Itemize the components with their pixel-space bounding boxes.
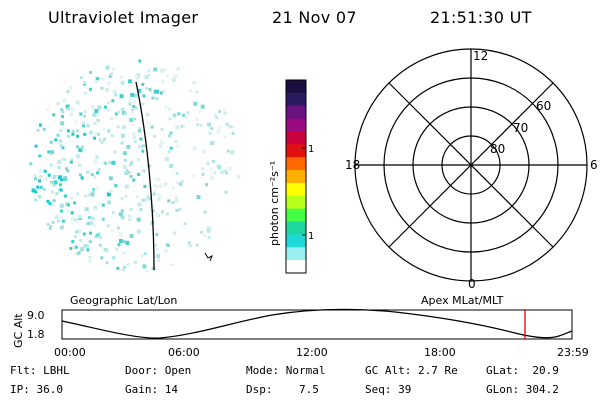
status-seq: Seq: 39: [365, 383, 412, 396]
altitude-panel: GC Alt 9.0 1.8 00:00 06:00 12:00 18:00 2…: [12, 308, 589, 359]
date-label: 21 Nov 07: [272, 8, 357, 27]
colorbar-stripe: [286, 221, 306, 235]
mlt-label-18: 18: [345, 158, 360, 172]
terminator-line: [135, 81, 155, 271]
imager-disc: [29, 59, 241, 272]
x-tick-0000: 00:00: [54, 346, 86, 359]
colorbar-stripe: [286, 234, 306, 248]
colorbar-stripe: [286, 92, 306, 107]
colorbar-stripe: [286, 157, 306, 171]
altitude-curve: [61, 308, 573, 339]
colorbar-stripe: [286, 247, 306, 261]
status-glat-value: 20.9: [532, 364, 559, 377]
mlt-label-12: 12: [473, 49, 488, 63]
x-tick-0600: 06:00: [168, 346, 200, 359]
colorbar-tick-10: 10: [308, 231, 314, 242]
x-tick-1200: 12:00: [296, 346, 328, 359]
colorbar-tick-100: 100: [308, 144, 314, 155]
status-dsp: Dsp: 7.5: [246, 383, 319, 396]
colorbar-unit-label: photon cm⁻²s⁻¹: [268, 161, 281, 246]
colorbar-stripe: [286, 131, 306, 145]
colorbar-stripe: [286, 118, 306, 133]
apex-caption: Apex MLat/MLT: [421, 294, 504, 307]
colorbar-stripe: [286, 260, 306, 274]
colorbar: 100 10 photon cm⁻²s⁻¹: [268, 79, 314, 274]
geographic-caption: Geographic Lat/Lon: [70, 294, 178, 307]
status-gc-alt-value: 2.7 Re: [417, 364, 458, 377]
polar-plot: 12 0 18 6 60 70 80: [345, 48, 598, 291]
status-flt-value: LBHL: [43, 364, 70, 377]
mlt-label-0: 0: [468, 277, 476, 291]
colorbar-stripe: [286, 80, 306, 94]
colorbar-stripe: [286, 105, 306, 120]
status-door: Door: Open: [125, 364, 192, 377]
colorbar-gradient: [286, 80, 306, 274]
status-gain-value: 14: [164, 383, 178, 396]
status-dsp-value: 7.5: [299, 383, 319, 396]
lat-label-80: 80: [490, 142, 505, 156]
status-ip-value: 36.0: [36, 383, 64, 396]
status-seq-value: 39: [398, 383, 412, 396]
altitude-tick-1-8: 1.8: [27, 328, 45, 341]
colorbar-stripe: [286, 195, 306, 210]
status-gc-alt: GC Alt: 2.7 Re: [365, 364, 458, 377]
colorbar-stripe: [286, 182, 306, 197]
status-glat: GLat: 20.9: [486, 364, 559, 377]
x-tick-1800: 18:00: [424, 346, 456, 359]
colorbar-stripe: [286, 170, 306, 184]
status-flt: Flt: LBHL: [10, 364, 70, 377]
time-label: 21:51:30 UT: [430, 8, 532, 27]
mlt-label-6: 6: [590, 158, 598, 172]
status-glon-value: 304.2: [525, 383, 559, 396]
status-ip: IP: 36.0: [10, 383, 63, 396]
colorbar-stripe: [286, 208, 306, 223]
status-door-value: Open: [164, 364, 192, 377]
mlt-line-diag-2: [388, 82, 554, 248]
coast-fragment: [204, 252, 213, 262]
status-mode-value: Normal: [285, 364, 326, 377]
lat-label-60: 60: [536, 99, 551, 113]
altitude-frame: [61, 309, 573, 340]
instrument-title: Ultraviolet Imager: [48, 8, 199, 27]
x-tick-2359: 23:59: [557, 346, 589, 359]
aurora-speckles: [29, 59, 241, 272]
altitude-axis-label: GC Alt: [12, 313, 25, 348]
lat-label-70: 70: [513, 121, 528, 135]
altitude-tick-9: 9.0: [27, 309, 45, 322]
status-glon: GLon: 304.2: [486, 383, 559, 396]
status-gain: Gain: 14: [125, 383, 178, 396]
status-mode: Mode: Normal: [246, 364, 326, 377]
colorbar-stripe: [286, 144, 306, 158]
